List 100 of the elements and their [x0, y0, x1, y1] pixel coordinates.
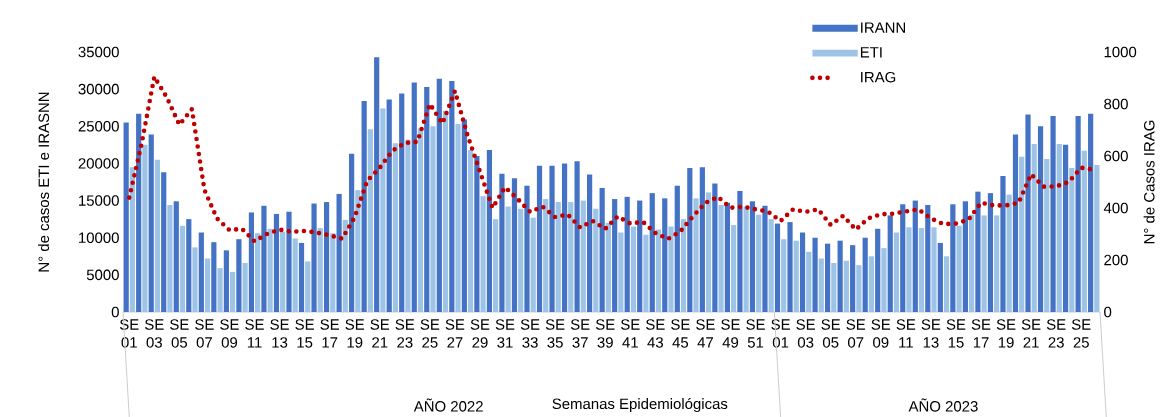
bar	[762, 205, 768, 312]
bar	[530, 217, 536, 312]
x-tick-label: SE 19	[345, 319, 365, 348]
x-tick-label: SE 11	[245, 319, 264, 348]
bar	[568, 202, 574, 312]
x-tick-label: SE 13	[921, 319, 941, 348]
bar	[668, 226, 674, 312]
x-tick-label: SE 29	[470, 319, 490, 348]
bar	[1044, 158, 1050, 312]
x-tick-label: SE 33	[520, 319, 540, 348]
x-axis-title: Semanas Epidemiológicas	[552, 397, 728, 413]
bar	[687, 167, 693, 312]
bar	[768, 219, 774, 312]
bar	[643, 234, 649, 312]
bar	[405, 139, 411, 312]
legend-label: IRANN	[861, 22, 905, 33]
bar	[950, 204, 956, 312]
bar	[186, 219, 192, 312]
bar	[1088, 113, 1094, 312]
bar	[374, 57, 380, 312]
bar	[593, 208, 599, 312]
bar	[962, 201, 968, 312]
bar	[436, 78, 442, 312]
y-tick-label: 35000	[78, 46, 119, 58]
bar	[906, 227, 912, 312]
bar	[900, 204, 906, 312]
bar	[549, 165, 555, 312]
bar	[555, 202, 561, 312]
y2-tick-label: 1000	[1104, 46, 1137, 58]
y-axis-title: N° de casos ETI e IRASNN	[38, 92, 50, 272]
bar	[968, 214, 975, 312]
bar	[129, 167, 135, 312]
bar	[875, 228, 881, 312]
bar	[994, 215, 1000, 312]
x-tick-label: SE 03	[145, 319, 164, 348]
bar	[724, 202, 730, 312]
bar	[680, 219, 687, 312]
bar	[1081, 150, 1087, 312]
x-tick-label: SE 09	[871, 319, 891, 348]
bar	[605, 222, 611, 312]
bar	[756, 214, 762, 312]
bar	[480, 196, 486, 312]
x-tick-label: SE 47	[696, 319, 715, 348]
x-tick-label: SE 41	[620, 319, 640, 348]
bar	[868, 256, 874, 312]
y-tick-label: 20000	[78, 158, 119, 169]
bar	[543, 199, 549, 312]
bar	[806, 251, 812, 312]
bar	[925, 205, 931, 312]
x-tick-label: SE 25	[1071, 319, 1091, 348]
bar	[417, 128, 424, 312]
x-tick-label: SE 13	[270, 319, 289, 348]
x-tick-label: SE 37	[570, 319, 590, 348]
bar	[630, 226, 636, 312]
bar	[1075, 115, 1081, 312]
bar	[236, 239, 242, 312]
x-tick-label: SE 49	[721, 319, 740, 348]
x-tick-label: SE 07	[195, 319, 214, 348]
bar	[380, 108, 386, 312]
bar	[774, 223, 781, 312]
bar	[831, 262, 837, 312]
bar	[518, 208, 524, 312]
bar	[561, 163, 568, 312]
bar	[424, 86, 430, 312]
bar	[198, 232, 204, 312]
x-tick-label: SE 21	[1021, 319, 1041, 348]
bar	[574, 161, 580, 312]
bar	[386, 99, 392, 312]
bar	[818, 258, 824, 312]
bar	[843, 260, 849, 312]
legend-label: IRAG	[861, 71, 896, 83]
x-tick-label: SE 21	[370, 319, 390, 348]
bar	[1000, 176, 1006, 312]
x-tick-label: SE 17	[971, 319, 991, 348]
bar	[217, 268, 223, 312]
bar	[712, 183, 718, 312]
bar	[261, 205, 267, 312]
x-tick-label: SE 43	[646, 319, 665, 348]
y-tick-label: 30000	[78, 83, 119, 95]
y2-tick-label: 800	[1104, 98, 1128, 110]
bar	[1031, 144, 1037, 312]
x-tick-label: SE 03	[796, 319, 815, 348]
bar	[461, 119, 467, 312]
bar	[499, 173, 505, 312]
bar	[229, 271, 236, 312]
bar	[142, 144, 148, 312]
bar	[298, 242, 305, 312]
bar	[136, 113, 142, 312]
bar	[1056, 144, 1062, 312]
bar	[931, 227, 937, 312]
bar	[793, 240, 799, 312]
bar	[580, 200, 586, 312]
x-tick-label: SE 05	[821, 319, 841, 348]
bar	[662, 198, 668, 312]
bar	[655, 229, 662, 312]
bar	[286, 211, 292, 312]
bar	[148, 134, 154, 312]
bar	[273, 213, 280, 312]
y-tick-label: 25000	[78, 120, 119, 132]
bar	[705, 192, 712, 312]
